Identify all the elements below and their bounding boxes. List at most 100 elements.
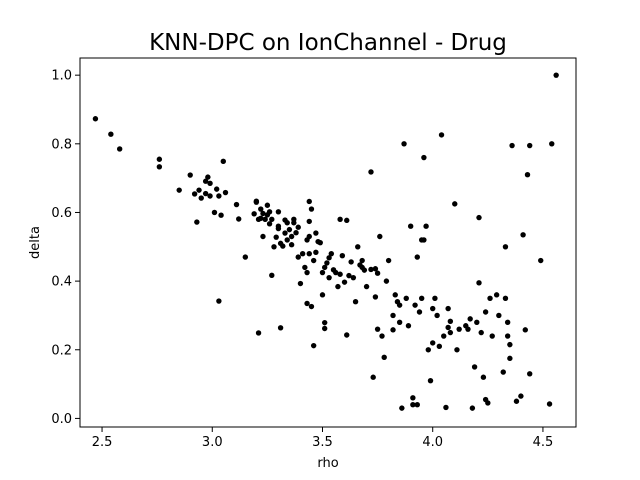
data-point xyxy=(476,214,482,221)
data-point xyxy=(220,158,226,165)
data-point xyxy=(176,187,182,193)
data-point xyxy=(469,405,476,411)
data-point xyxy=(326,255,332,261)
data-point xyxy=(282,230,288,236)
data-point xyxy=(407,223,414,229)
data-point xyxy=(222,189,229,196)
data-point xyxy=(205,174,211,180)
data-point xyxy=(321,325,328,332)
data-point xyxy=(485,400,491,406)
data-point xyxy=(255,330,262,336)
data-point xyxy=(156,156,163,162)
data-point xyxy=(456,326,462,332)
data-point xyxy=(313,249,319,255)
data-point xyxy=(425,347,431,353)
y-axis: 0.0 0.2 0.4 0.6 0.8 1.0 xyxy=(51,69,80,427)
y-tick-label: 0.6 xyxy=(51,206,72,221)
data-point xyxy=(527,142,533,149)
chart-title: KNN-DPC on IonChannel - Drug xyxy=(149,30,507,56)
data-point xyxy=(553,72,559,78)
data-point xyxy=(414,401,420,408)
y-tick-label: 0.4 xyxy=(51,275,72,290)
data-point xyxy=(401,141,407,147)
x-tick-label: 4.0 xyxy=(422,435,443,450)
data-point xyxy=(355,244,361,250)
data-point xyxy=(390,312,396,319)
data-point xyxy=(233,201,240,208)
y-tick-label: 0.8 xyxy=(51,137,72,152)
x-axis: 2.5 3.0 3.5 4.0 4.5 xyxy=(92,427,553,450)
data-point xyxy=(207,180,213,186)
data-point xyxy=(379,333,385,339)
data-point xyxy=(284,237,290,243)
data-point xyxy=(421,154,427,161)
data-point xyxy=(326,274,332,281)
data-point xyxy=(187,172,193,178)
data-point xyxy=(346,272,352,279)
data-point xyxy=(306,198,312,205)
data-point xyxy=(308,303,315,310)
x-tick-label: 3.5 xyxy=(312,435,333,450)
data-point xyxy=(493,292,500,298)
data-point xyxy=(295,224,301,230)
data-point xyxy=(280,243,286,249)
plot-area xyxy=(92,72,559,411)
data-point xyxy=(443,404,449,411)
data-point xyxy=(350,274,357,281)
data-point xyxy=(482,309,489,315)
data-point xyxy=(546,401,553,407)
data-point xyxy=(403,295,409,301)
data-point xyxy=(504,319,511,326)
data-point xyxy=(262,216,268,223)
data-point xyxy=(337,271,343,277)
data-point xyxy=(317,239,323,246)
data-point xyxy=(383,278,390,284)
data-point xyxy=(452,201,458,207)
data-point xyxy=(359,257,365,264)
data-point xyxy=(507,355,513,362)
data-point xyxy=(476,280,482,286)
data-point xyxy=(410,395,416,401)
data-point xyxy=(430,340,436,346)
data-point xyxy=(370,374,376,380)
data-point xyxy=(396,302,403,308)
data-point xyxy=(260,210,266,217)
x-tick-label: 2.5 xyxy=(92,435,113,450)
data-point xyxy=(372,266,379,272)
data-point xyxy=(502,295,509,301)
data-point xyxy=(297,280,304,287)
data-point xyxy=(306,233,312,240)
x-axis-label: rho xyxy=(317,456,338,471)
data-point xyxy=(216,298,222,304)
data-point xyxy=(438,132,445,138)
data-point xyxy=(242,254,249,260)
data-point xyxy=(275,223,282,229)
data-point xyxy=(251,211,257,217)
data-point xyxy=(337,216,343,223)
y-tick-label: 1.0 xyxy=(51,69,72,84)
data-point xyxy=(434,312,440,319)
data-point xyxy=(306,250,312,257)
data-point xyxy=(194,219,200,225)
data-point xyxy=(447,329,454,336)
data-point xyxy=(310,257,317,264)
data-point xyxy=(372,294,379,300)
data-point xyxy=(284,220,290,226)
data-point xyxy=(368,169,374,175)
data-point xyxy=(92,116,99,122)
data-point xyxy=(538,257,544,264)
data-point xyxy=(333,269,339,276)
data-point xyxy=(302,264,308,271)
data-point xyxy=(524,172,531,178)
data-point xyxy=(374,326,381,332)
data-point xyxy=(339,253,346,259)
data-point xyxy=(295,254,301,260)
data-point xyxy=(275,209,282,215)
data-point xyxy=(549,141,555,147)
data-point xyxy=(410,401,416,408)
data-point xyxy=(236,216,242,222)
data-point xyxy=(474,319,480,326)
data-point xyxy=(344,332,350,338)
